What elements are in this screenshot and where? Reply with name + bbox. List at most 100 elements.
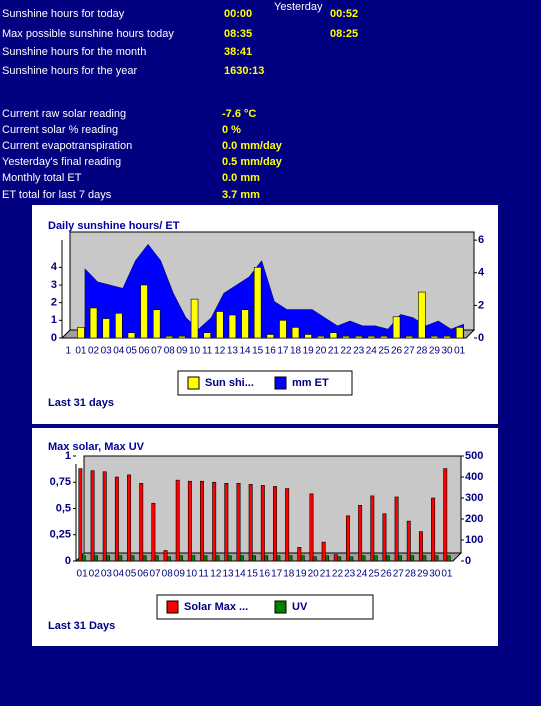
bar xyxy=(345,515,350,562)
bar xyxy=(142,555,147,562)
x-tick-label: 27 xyxy=(404,346,416,357)
bar xyxy=(236,482,241,562)
x-tick-label: 21 xyxy=(320,569,332,580)
y2-tick-label: 400 xyxy=(465,471,483,483)
bar xyxy=(215,555,220,562)
x-tick-label: 20 xyxy=(308,569,320,580)
chart-footer: Last 31 days xyxy=(48,397,114,409)
x-tick-label: 07 xyxy=(149,569,161,580)
x-tick-label: 21 xyxy=(328,346,340,357)
x-tick-label: 18 xyxy=(283,569,295,580)
x-tick-label: 30 xyxy=(429,569,441,580)
bar xyxy=(81,555,86,562)
x-tick-label: 06 xyxy=(137,569,149,580)
x-tick-label: 13 xyxy=(222,569,234,580)
bar xyxy=(228,314,237,339)
bar xyxy=(239,555,244,562)
bar xyxy=(114,476,119,562)
bar xyxy=(127,332,136,339)
bar xyxy=(102,471,107,562)
x-tick-label: 01 xyxy=(454,346,466,357)
y2-tick-label: 0 xyxy=(465,555,471,567)
legend-label: Sun shi... xyxy=(205,377,254,389)
bar xyxy=(325,555,329,562)
bar xyxy=(430,335,439,339)
bar xyxy=(115,312,123,339)
bar xyxy=(175,479,180,562)
reading-value: 0.0 mm/day xyxy=(222,140,283,152)
x-tick-label: 17 xyxy=(271,569,283,580)
bar xyxy=(380,335,388,339)
x-tick-label: 05 xyxy=(126,346,138,357)
bar xyxy=(118,555,123,562)
x-tick-label: 16 xyxy=(265,346,277,357)
x-tick-label: 22 xyxy=(341,346,353,357)
y-tick-label: 0 xyxy=(65,555,71,567)
stat-label: Max possible sunshine hours today xyxy=(2,28,174,40)
x-tick-label: 03 xyxy=(101,346,113,357)
bar xyxy=(354,335,363,339)
x-tick-label: 14 xyxy=(235,569,247,580)
bar xyxy=(106,555,111,562)
x-tick-label: 08 xyxy=(164,346,176,357)
x-tick-label: 05 xyxy=(125,569,137,580)
legend-label: UV xyxy=(292,601,308,613)
y-tick-label: 3 xyxy=(51,279,57,291)
y-tick-label: 0,75 xyxy=(50,476,71,488)
reading-label: Yesterday's final reading xyxy=(2,156,121,168)
bar xyxy=(410,555,415,562)
reading-value: 0.0 mm xyxy=(222,172,260,184)
bar xyxy=(224,482,229,562)
reading-value: 0 % xyxy=(222,124,241,136)
bar xyxy=(358,505,363,562)
bar xyxy=(264,555,269,562)
bar xyxy=(166,556,171,562)
x-tick-label: 09 xyxy=(176,346,188,357)
bar xyxy=(200,480,204,562)
reading-label: Current evapotranspiration xyxy=(2,140,132,152)
bar xyxy=(248,484,253,562)
bar xyxy=(152,309,161,339)
bar xyxy=(329,332,338,339)
bar xyxy=(187,480,192,562)
bar xyxy=(405,335,413,339)
bar xyxy=(446,555,451,562)
bar xyxy=(203,555,208,562)
x-tick-label: 12 xyxy=(214,346,226,357)
bar xyxy=(93,555,98,562)
y-tick-label: 0,25 xyxy=(50,529,71,541)
bar xyxy=(300,555,305,562)
bar xyxy=(179,555,184,562)
bar xyxy=(367,335,376,339)
bar xyxy=(406,520,411,562)
x-tick-label: 01 xyxy=(77,569,89,580)
legend-swatch xyxy=(166,600,179,614)
bar xyxy=(203,332,211,339)
x-tick-label: 27 xyxy=(393,569,405,580)
x-tick-label: 08 xyxy=(162,569,174,580)
legend-swatch xyxy=(274,600,287,614)
y-tick-label: 1 xyxy=(51,314,57,326)
bar xyxy=(312,556,317,562)
x-tick-label: 19 xyxy=(295,569,307,580)
bar xyxy=(317,335,325,339)
y2-tick-label: 500 xyxy=(465,450,483,462)
bar xyxy=(418,291,426,339)
bar xyxy=(163,550,168,562)
x-tick-label: 1 xyxy=(66,346,72,357)
bar xyxy=(333,554,338,562)
x-tick-label: 13 xyxy=(227,346,239,357)
bar xyxy=(190,298,199,339)
bar xyxy=(443,335,451,339)
stat-today: 08:35 xyxy=(224,28,252,40)
bar xyxy=(431,497,436,562)
x-tick-label: 12 xyxy=(210,569,222,580)
x-tick-label: 23 xyxy=(344,569,356,580)
stat-today: 1630:13 xyxy=(224,65,264,77)
bar xyxy=(127,474,132,562)
reading-label: ET total for last 7 days xyxy=(2,189,112,201)
x-tick-label: 10 xyxy=(186,569,198,580)
x-tick-label: 15 xyxy=(252,346,264,357)
y2-tick-label: 4 xyxy=(478,267,485,279)
x-tick-label: 11 xyxy=(202,346,213,357)
